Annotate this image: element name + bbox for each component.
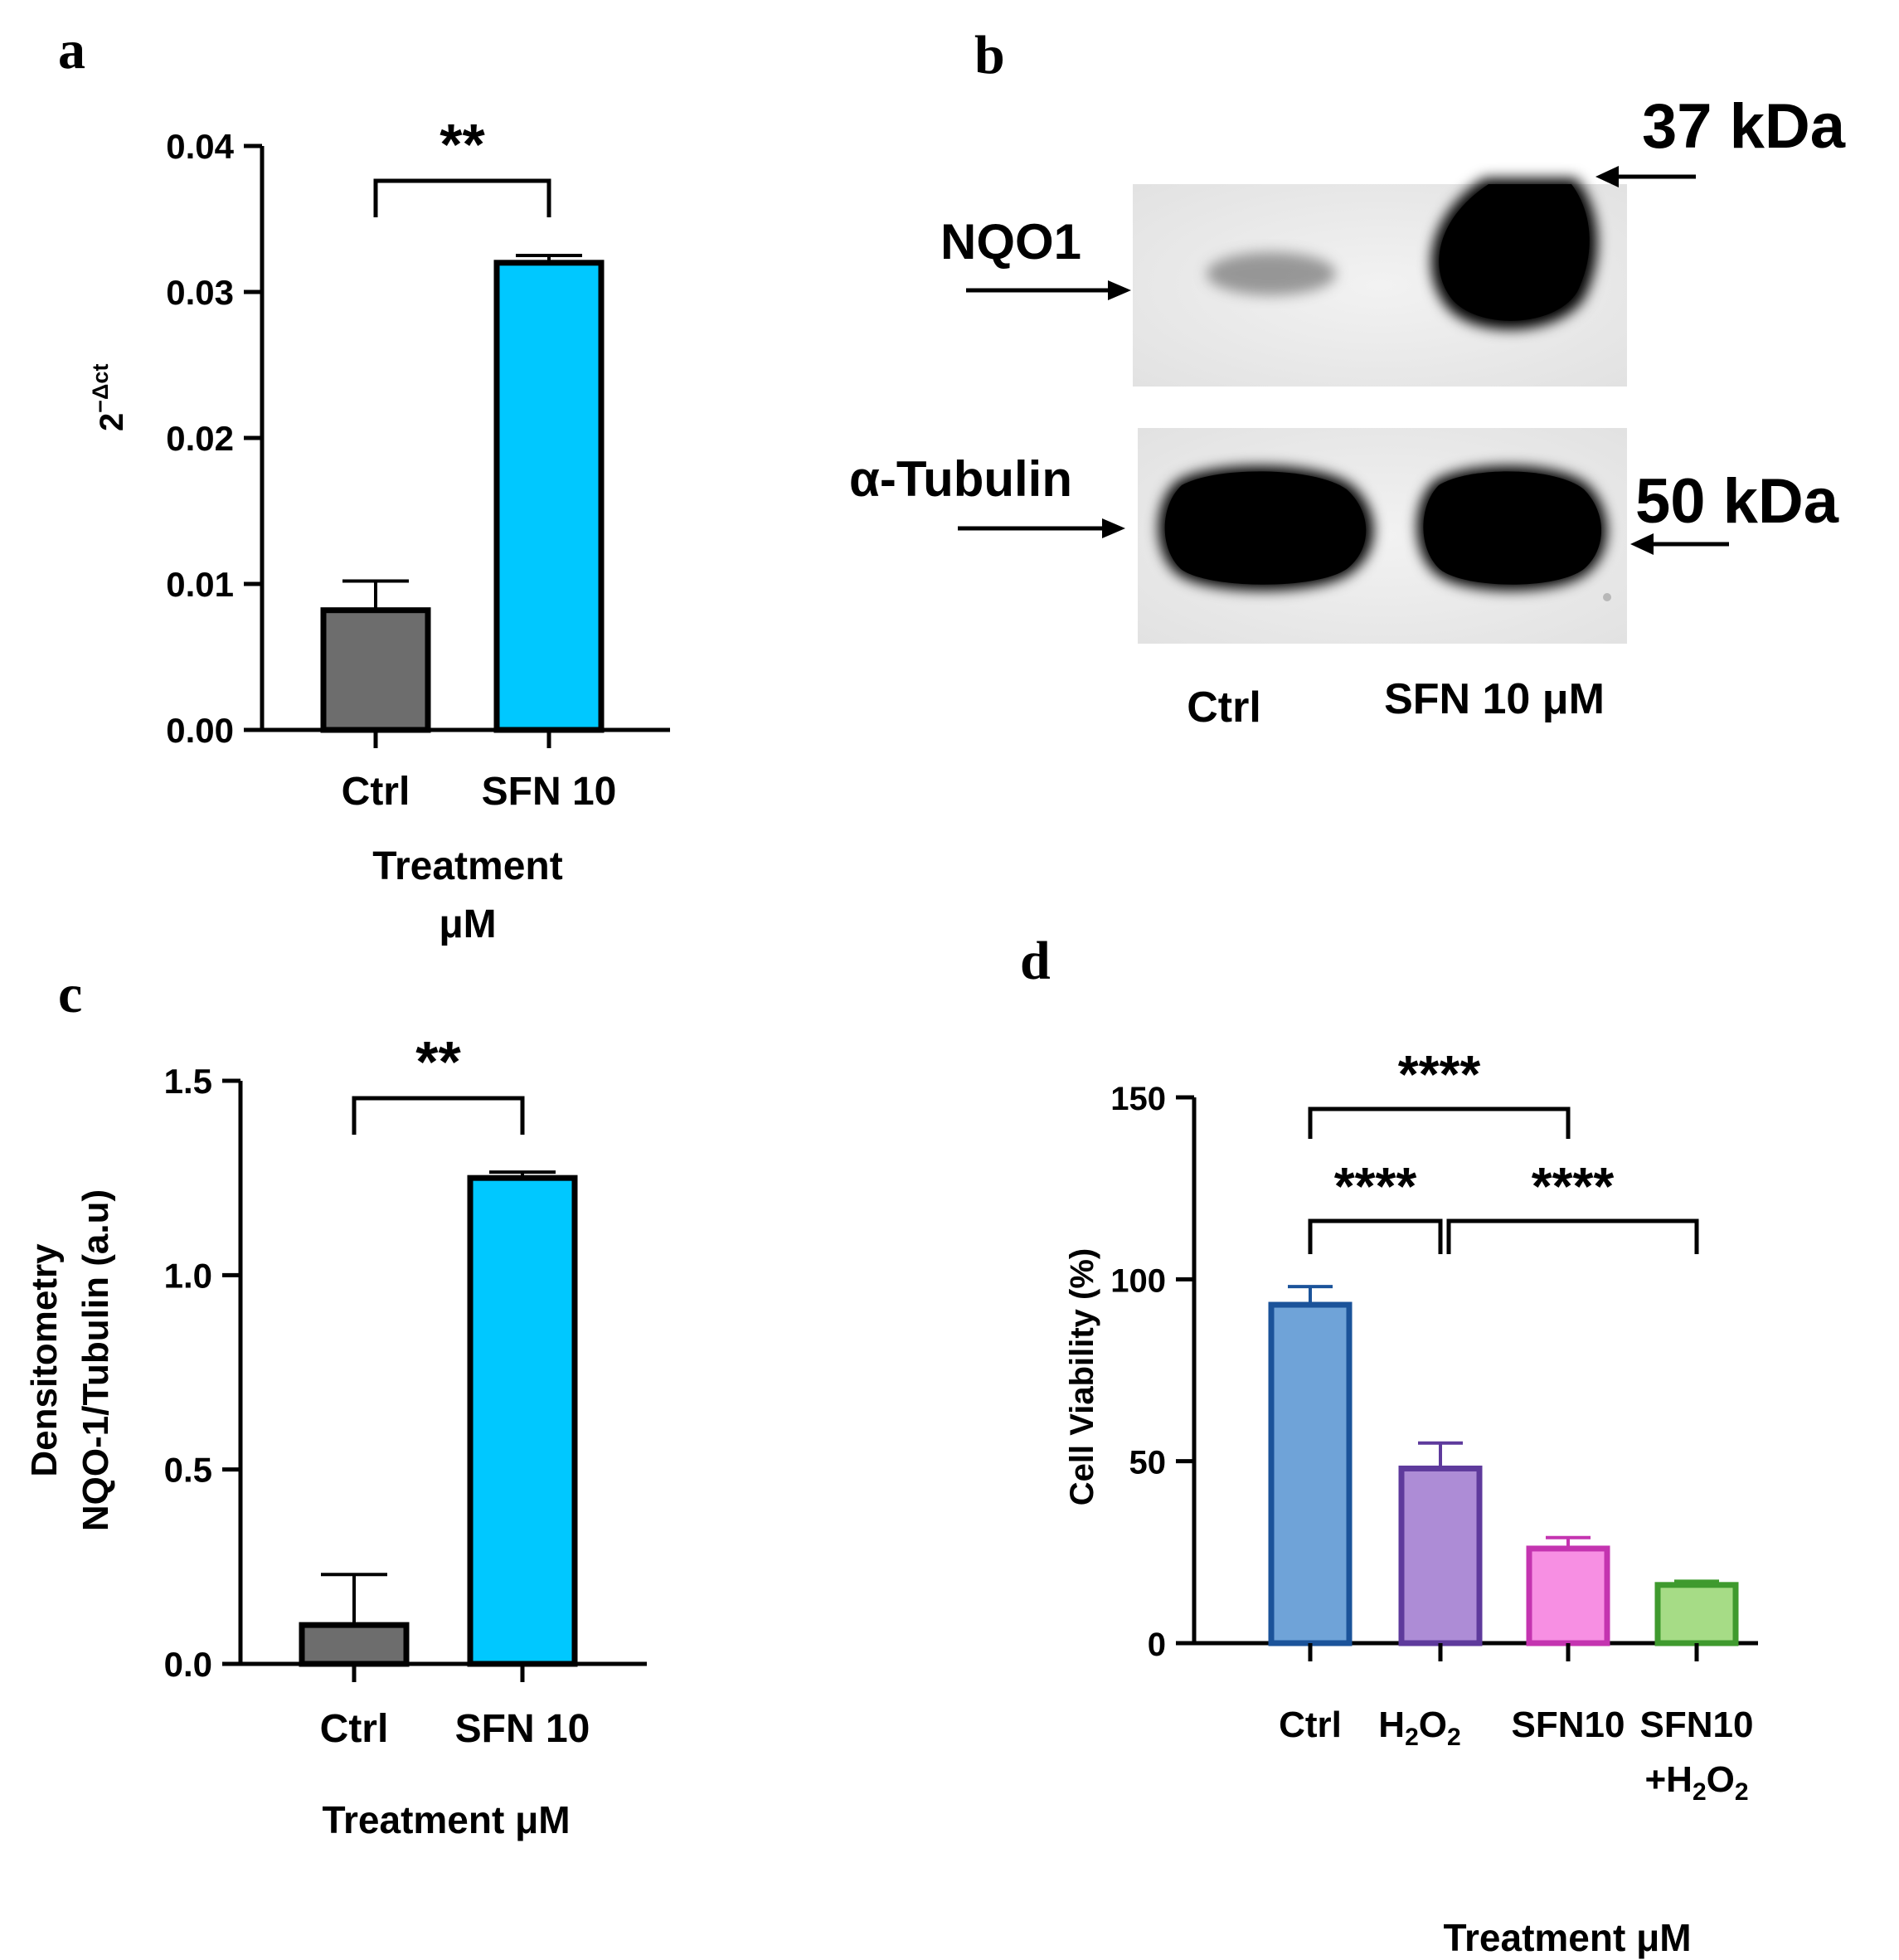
blot-lane-ctrl: Ctrl (1187, 683, 1261, 732)
chart-d-significance-bracket (1308, 1218, 1443, 1254)
chart-d-significance-bracket (1446, 1218, 1699, 1254)
chart-c-ytick-label: 0.0 (164, 1645, 212, 1684)
chart-a-ytick-label: 0.00 (166, 711, 234, 750)
panel-label-a: a (58, 20, 85, 80)
blot-protein-tubulin: α-Tubulin (849, 451, 1072, 507)
chart-d: Cell Viability (%) Treatment μM H2O2 SFN… (1064, 1044, 1758, 1959)
arrow-right-icon (966, 280, 1131, 300)
arrow-left-icon (1595, 166, 1696, 187)
chart-c-significance-bracket (352, 1096, 525, 1135)
chart-a-xtick-label: SFN 10 (482, 770, 617, 814)
chart-d-significance-label: **** (1398, 1044, 1481, 1104)
chart-a: 2−Δct Treatment μM 0.00 0.01 0.02 0.03 0.04 C… (88, 112, 670, 946)
chart-c-ylabel-line2: NQO-1/Tubulin (a.u) (75, 1189, 116, 1531)
arrow-left-icon (1630, 533, 1729, 555)
chart-a-xtick-label: Ctrl (342, 770, 410, 814)
chart-d-ytick-label: 100 (1110, 1262, 1166, 1299)
chart-c-bar (299, 1622, 410, 1667)
panel-label-c: c (58, 964, 82, 1024)
chart-d-xtick-sfn10-h2o2-line2: +H2O2 (1644, 1759, 1748, 1806)
chart-d-ytick-label: 150 (1110, 1081, 1166, 1117)
chart-a-ytick-label: 0.01 (166, 565, 234, 604)
chart-d-ylabel: Cell Viability (%) (1064, 1248, 1100, 1505)
chart-a-significance-label: ** (440, 112, 485, 177)
chart-a-ytick-label: 0.03 (166, 273, 234, 312)
chart-c-significance-label: ** (415, 1029, 461, 1094)
tubulin-band-sfn (1417, 465, 1607, 591)
chart-d-bar (1654, 1582, 1739, 1646)
chart-c-bar (467, 1175, 578, 1667)
chart-a-bar (320, 607, 431, 733)
chart-c-xlabel: Treatment μM (322, 1798, 570, 1841)
chart-c-ytick-label: 1.0 (164, 1256, 212, 1295)
chart-d-bar (1268, 1301, 1353, 1646)
chart-d-bar (1526, 1545, 1610, 1646)
chart-a-ytick-label: 0.02 (166, 419, 234, 458)
chart-c-xtick-label: SFN 10 (455, 1707, 590, 1751)
chart-d-xtick-label: SFN10 (1512, 1705, 1625, 1745)
blot-speck (1603, 593, 1611, 601)
western-blot: NQO1 α-Tubulin 37 kDa 50 kDa Ctrl SFN 10… (849, 91, 1846, 732)
nqo1-band-sfn (1431, 178, 1598, 330)
chart-a-ytick-label: 0.04 (166, 127, 234, 166)
chart-a-ylabel: 2−Δct (88, 364, 130, 431)
chart-a-bar (493, 260, 605, 733)
chart-d-significance-label: **** (1532, 1156, 1615, 1216)
chart-d-xtick-label: Ctrl (1279, 1705, 1342, 1745)
chart-a-significance-bracket (373, 178, 551, 217)
chart-d-significance-bracket (1308, 1106, 1571, 1139)
chart-d-xtick-h2o2: H2O2 (1378, 1705, 1460, 1751)
tubulin-band-ctrl (1158, 465, 1374, 591)
chart-d-xlabel: Treatment μM (1443, 1916, 1691, 1959)
chart-c-ytick-label: 0.5 (164, 1451, 212, 1490)
chart-c-ylabel-line1: Densitometry (24, 1243, 65, 1477)
chart-d-bar (1398, 1465, 1483, 1646)
chart-c-xtick-label: Ctrl (320, 1707, 389, 1751)
chart-a-xlabel-unit: μM (439, 902, 496, 946)
blot-lane-sfn: SFN 10 μM (1384, 675, 1605, 723)
chart-d-ytick-label: 50 (1129, 1445, 1167, 1481)
blot-marker-37: 37 kDa (1642, 91, 1846, 162)
chart-d-xtick-sfn10-h2o2-line1: SFN10 (1640, 1705, 1754, 1745)
chart-a-xlabel: Treatment (372, 844, 562, 888)
panel-label-b: b (974, 25, 1005, 85)
panel-label-d: d (1020, 931, 1051, 991)
chart-c-ytick-label: 1.5 (164, 1062, 212, 1101)
blot-marker-50: 50 kDa (1635, 466, 1839, 537)
nqo1-band-ctrl (1207, 252, 1336, 295)
chart-d-significance-label: **** (1334, 1156, 1417, 1216)
arrow-right-icon (958, 518, 1125, 538)
blot-protein-nqo1: NQO1 (940, 214, 1081, 270)
chart-c: Densitometry NQO-1/Tubulin (a.u) Treatme… (24, 1029, 647, 1841)
chart-d-ytick-label: 0 (1148, 1627, 1166, 1663)
